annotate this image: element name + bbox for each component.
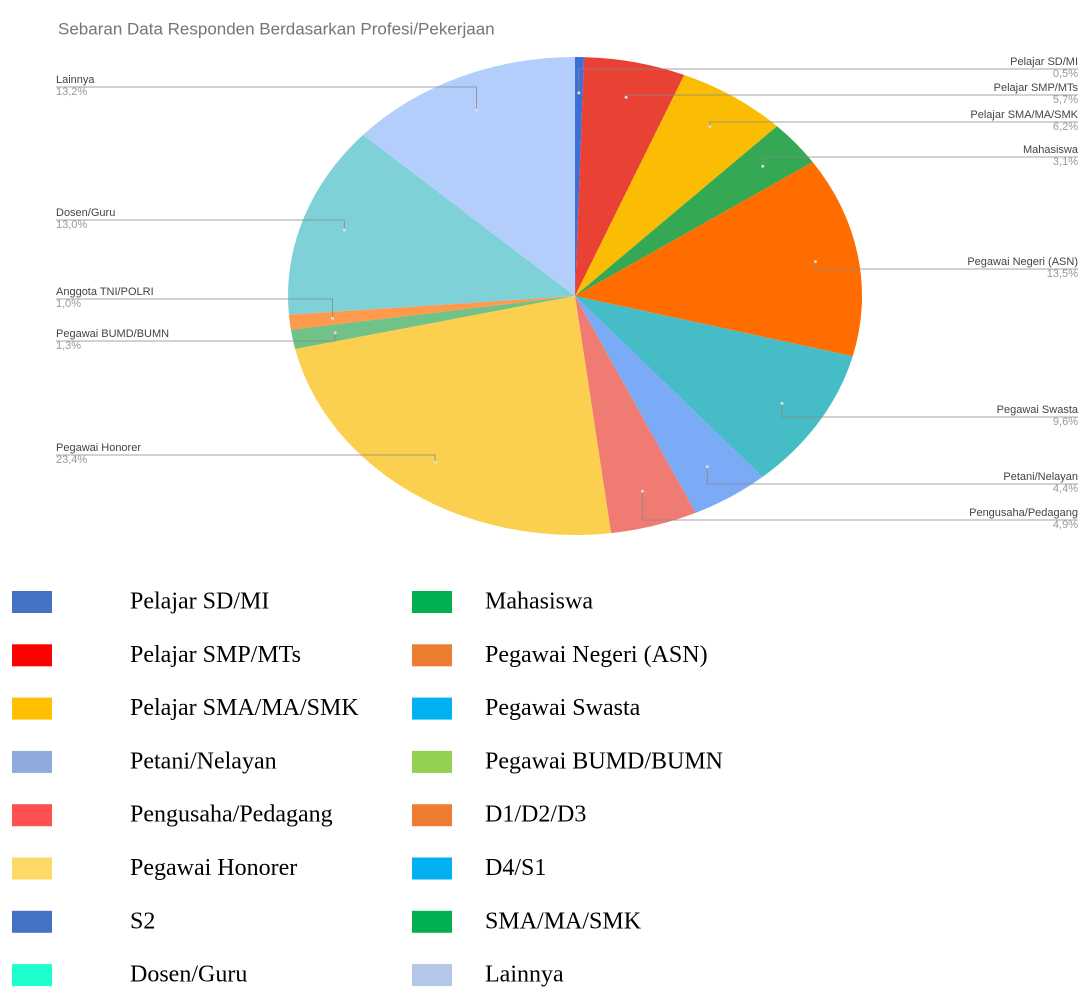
leader-line <box>56 86 477 111</box>
legend-swatch <box>412 804 452 827</box>
legend-label: Pengusaha/Pedagang <box>130 802 333 828</box>
leader-line <box>56 332 336 342</box>
leader-dot <box>708 125 712 129</box>
slice-value-label: 5,7% <box>1053 94 1078 106</box>
legend-label: Pegawai Negeri (ASN) <box>485 642 708 668</box>
legend-swatch <box>412 644 452 667</box>
pie-slice <box>363 56 575 297</box>
legend-swatch <box>412 697 452 720</box>
leader-dot <box>433 460 437 464</box>
legend-label: D1/D2/D3 <box>485 802 586 828</box>
legend-swatch <box>12 591 52 613</box>
slice-label: Mahasiswa <box>1023 144 1079 156</box>
pie-slice <box>575 57 585 296</box>
legend-swatch <box>412 964 452 987</box>
legend-swatch <box>12 644 52 667</box>
legend-label: Mahasiswa <box>485 589 593 615</box>
legend-swatch <box>12 857 52 880</box>
legend-swatch <box>12 750 52 773</box>
legend-swatch <box>12 964 52 987</box>
pie-slice <box>575 126 813 296</box>
legend-label: Pegawai BUMD/BUMN <box>485 748 723 774</box>
slice-label: Pegawai BUMD/BUMN <box>56 328 169 340</box>
legend-swatch <box>412 591 452 613</box>
slice-label: Pengusaha/Pedagang <box>969 507 1078 519</box>
slice-value-label: 13,2% <box>56 86 87 98</box>
legend-label: Dosen/Guru <box>130 962 247 988</box>
leader-line <box>815 261 1078 270</box>
leader-line <box>762 156 1078 167</box>
slice-label: Anggota TNI/POLRI <box>56 286 154 298</box>
legend-label: S2 <box>130 908 155 934</box>
slice-label: Petani/Nelayan <box>1003 471 1078 483</box>
slice-value-label: 13,5% <box>1047 268 1078 280</box>
leader-dot <box>475 108 479 112</box>
slice-label: Pelajar SMA/MA/SMK <box>970 109 1078 121</box>
legend-label: Petani/Nelayan <box>130 748 277 774</box>
slice-value-label: 6,2% <box>1053 121 1078 133</box>
leader-dot <box>333 331 337 335</box>
legend-swatch <box>12 697 52 720</box>
pie-slice <box>575 57 685 296</box>
leader-line <box>781 403 1078 418</box>
legend-label: Pelajar SD/MI <box>130 589 269 615</box>
slice-label: Pelajar SD/MI <box>1010 56 1078 68</box>
legend-swatch <box>412 910 452 933</box>
legend-label: Pelajar SMP/MTs <box>130 642 301 668</box>
legend-label: D4/S1 <box>485 855 546 881</box>
legend-swatch <box>12 804 52 827</box>
chart-title: Sebaran Data Responden Berdasarkan Profe… <box>58 19 495 38</box>
leader-dot <box>342 228 346 232</box>
leader-line <box>56 298 333 319</box>
slice-value-label: 4,4% <box>1053 483 1078 495</box>
leader-line <box>578 68 1078 93</box>
pie-slice <box>575 296 763 513</box>
slice-label: Lainnya <box>56 74 95 86</box>
pie-slice <box>575 296 696 534</box>
legend-label: Lainnya <box>485 962 564 988</box>
slice-value-label: 13,0% <box>56 219 87 231</box>
pie-slice <box>288 296 575 330</box>
leader-line <box>642 491 1078 521</box>
slice-label: Dosen/Guru <box>56 207 115 219</box>
slice-value-label: 1,3% <box>56 340 81 352</box>
leader-line <box>706 466 1078 485</box>
leader-line <box>56 219 345 231</box>
leader-dot <box>813 260 817 264</box>
leader-dot <box>705 465 709 469</box>
legend-label: Pegawai Honorer <box>130 855 297 881</box>
pie-slice <box>295 296 612 535</box>
leader-line <box>709 121 1078 127</box>
legend-label: SMA/MA/SMK <box>485 908 642 934</box>
slice-label: Pegawai Honorer <box>56 442 141 454</box>
legend-label: Pelajar SMA/MA/SMK <box>130 695 359 721</box>
slice-value-label: 0,5% <box>1053 68 1078 80</box>
leader-line <box>56 454 436 463</box>
slice-value-label: 1,0% <box>56 298 81 310</box>
pie-slice <box>575 296 853 478</box>
leader-dot <box>577 91 581 95</box>
pie-slice <box>575 162 863 357</box>
leader-dot <box>624 95 628 99</box>
leader-dot <box>640 489 644 493</box>
pie-slice <box>288 134 575 315</box>
slice-value-label: 9,6% <box>1053 416 1078 428</box>
legend-swatch <box>412 750 452 773</box>
slice-label: Pelajar SMP/MTs <box>994 82 1079 94</box>
slice-value-label: 23,4% <box>56 454 87 466</box>
leader-dot <box>331 316 335 320</box>
slice-value-label: 4,9% <box>1053 519 1078 531</box>
leader-dot <box>761 164 765 168</box>
legend-label: Pegawai Swasta <box>485 695 641 721</box>
slice-value-label: 3,1% <box>1053 156 1078 168</box>
legend-swatch <box>412 857 452 880</box>
leader-dot <box>780 401 784 405</box>
pie-slice <box>575 74 777 296</box>
pie-slice <box>290 296 575 349</box>
slice-label: Pegawai Negeri (ASN) <box>967 256 1078 268</box>
slice-label: Pegawai Swasta <box>997 404 1079 416</box>
legend-swatch <box>12 910 52 933</box>
